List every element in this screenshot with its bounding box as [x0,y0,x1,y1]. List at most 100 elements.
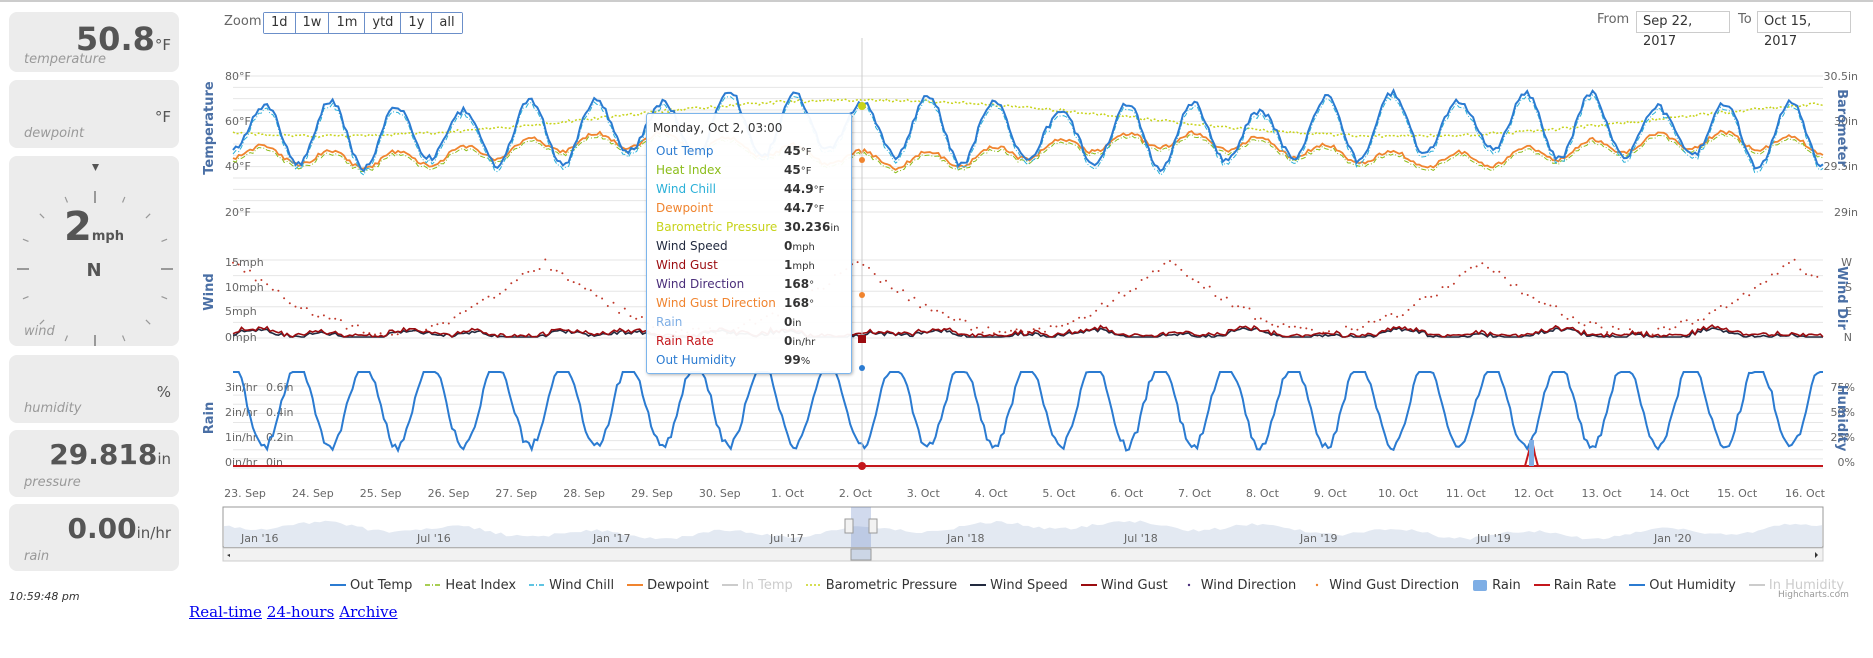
navigator-label: Jan '20 [1653,532,1691,545]
zoom-1w-button[interactable]: 1w [295,13,330,33]
tooltip-row: Dewpoint 44.7°F [656,201,846,220]
tooltip-value-number: 30.236 [784,220,831,234]
wind-direction-point [1220,298,1223,301]
wind-direction-point [896,291,899,293]
link-24-hours[interactable]: 24-hours [266,603,335,621]
navigator-handle-right [868,518,878,534]
legend-item[interactable]: Dewpoint [627,576,709,594]
wind-direction-point [618,311,621,314]
legend-item[interactable]: Wind Gust [1080,576,1168,594]
pressure-widget: 29.818in pressure [9,430,179,497]
wind-direction-point [936,309,939,312]
legend-label: Wind Direction [1200,577,1297,593]
zoom-1d-button[interactable]: 1d [264,13,296,33]
barometer-tick-label: 30in [1834,115,1858,128]
legend-item[interactable]: Heat Index [425,576,516,594]
x-tick-label: 10. Oct [1378,487,1419,500]
wind-direction-point [1504,276,1506,279]
legend-item[interactable]: Wind Gust Direction [1309,576,1459,594]
wind-dir-axis-title: Wind Dir [1834,266,1849,330]
wind-direction-point [1231,305,1234,308]
tooltip-series-value: 1mph [784,258,815,272]
legend-label: Rain [1492,577,1521,593]
legend-item[interactable]: In Humidity [1748,576,1844,594]
wind-direction-point [550,268,552,271]
legend-item[interactable]: Wind Speed [970,576,1068,594]
humidity-unit: % [156,383,171,401]
wind-direction-point [1265,320,1268,323]
wind-dir-tick-label: E [1845,305,1852,318]
tooltip-row: Wind Gust Direction 168° [656,296,846,315]
range-from-input[interactable]: Sep 22, 2017 [1636,11,1730,49]
compass-tick [64,196,69,203]
tooltip-value-number: 0 [784,315,793,329]
wind-direction-point [1594,322,1597,325]
x-tick-label: 16. Oct [1785,487,1826,500]
link-real-time[interactable]: Real-time [189,603,262,621]
wind-direction-point [1606,331,1609,334]
legend-item[interactable]: In Temp [721,576,793,594]
wind-direction-point [862,263,865,266]
navigator-label: Jul '16 [416,532,451,545]
legend-item[interactable]: Wind Direction [1181,576,1297,594]
pressure-unit: in [157,450,171,468]
wind-direction-point [1515,283,1518,286]
wind-direction-point [249,269,251,272]
compass-tick [145,213,151,219]
wind-direction-point [1736,298,1739,301]
legend-item[interactable]: Rain [1472,576,1521,594]
legend-symbol-icon [1309,579,1325,591]
wind-direction-point [1106,305,1109,308]
tooltip-value-unit: °F [800,147,812,158]
legend-label: Dewpoint [647,577,709,593]
legend-label: Wind Chill [549,577,615,593]
crosshair-wind-marker [858,335,866,343]
wind-direction-point [1146,276,1149,279]
legend-symbol-icon [425,579,442,591]
wind-direction-point [1208,285,1211,288]
wind-direction-point [1555,305,1558,308]
dewpoint-label: dewpoint [24,126,85,141]
zoom-1m-button[interactable]: 1m [329,13,366,33]
wind-direction-point [1242,306,1245,309]
heat-index-line [232,133,1824,174]
clock-time: 10:59:48 pm [9,590,80,603]
wind-direction-point [1015,328,1018,331]
x-tick-label: 28. Sep [563,487,605,500]
wind-direction-point [1424,296,1427,298]
wind-direction-point [1390,313,1393,315]
weather-chart[interactable]: 80°F60°F40°F20°F30.5in30in29.5in29in15mp… [0,0,1873,600]
legend-item[interactable]: Out Humidity [1629,576,1736,594]
zoom-ytd-button[interactable]: ytd [365,13,402,33]
scrollbar-track [222,547,1824,562]
zoom-1y-button[interactable]: 1y [401,13,433,33]
legend-item[interactable]: Barometric Pressure [805,576,957,594]
wind-direction-point [436,323,439,326]
humidity-value: % [157,375,171,403]
wind-direction-point [1458,274,1461,277]
tooltip-value-number: 44.9 [784,182,814,196]
legend-symbol-icon [330,579,346,591]
wind-direction-point [1549,304,1552,307]
highcharts-credits[interactable]: Highcharts.com [1778,590,1849,600]
link-archive[interactable]: Archive [339,603,398,621]
scrollbar-thumb [850,548,872,561]
zoom-all-button[interactable]: all [432,13,462,33]
rain-number: 0.00 [67,512,137,545]
out-temp-line [232,88,1824,173]
range-to-input[interactable]: Oct 15, 2017 [1757,11,1851,49]
crosshair-baro-marker [858,102,866,110]
wind-direction-point [442,322,445,324]
wind-direction-point [277,289,280,292]
wind-direction-point [1140,279,1143,281]
tooltip-series-name: Rain Rate [656,334,714,348]
wind-direction-point [243,270,246,273]
legend-item[interactable]: Wind Chill [529,576,614,594]
wind-tick-label: 0mph [225,331,257,344]
temperature-tick-label: 20°F [225,206,251,219]
tooltip-series-name: Wind Chill [656,182,716,196]
wind-direction-point [1435,294,1438,297]
legend-item[interactable]: Rain Rate [1533,576,1616,594]
legend-symbol-icon [1533,579,1550,591]
legend-item[interactable]: Out Temp [330,576,412,594]
